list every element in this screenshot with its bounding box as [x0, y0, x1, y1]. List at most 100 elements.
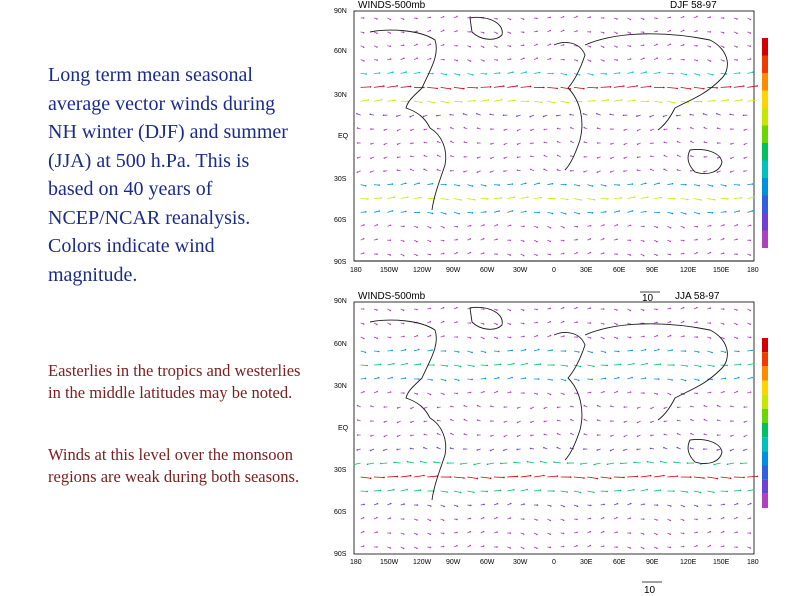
wind-vector-head: [370, 405, 372, 407]
wind-vector-head: [643, 503, 645, 505]
wind-vector-head: [591, 379, 593, 381]
wind-vector-head: [449, 114, 451, 116]
wind-vector-head: [712, 212, 714, 214]
wind-vector-head: [443, 307, 445, 309]
wind-vector: [387, 476, 397, 477]
wind-vector-head: [750, 517, 752, 519]
wind-vector-head: [713, 365, 715, 367]
wind-vector-head: [365, 211, 367, 213]
wind-vector-head: [710, 225, 712, 227]
wind-vector-head: [744, 129, 746, 131]
wind-vector-head: [690, 127, 692, 129]
lat-labels: 90N 60N 30N EQ 30S 60S 90S: [334, 298, 349, 558]
wind-vector-head: [366, 365, 368, 367]
wind-vector-head: [363, 531, 365, 533]
wind-vector-head: [634, 100, 636, 102]
colorbar-swatch: [762, 423, 768, 437]
wind-vector-head: [594, 100, 596, 102]
wind-vector-head: [737, 503, 739, 505]
wind-vector-head: [530, 143, 532, 145]
wind-vector-head: [570, 170, 572, 172]
wind-vector-head: [365, 73, 367, 75]
wind-vector-head: [583, 448, 585, 450]
wind-vector-head: [712, 185, 714, 187]
wind-vector-head: [443, 44, 445, 46]
map-svg-jja: WINDS-500mb 10 JJA 58-97 90N 60N 30N EQ …: [330, 288, 770, 573]
wind-vector-head: [633, 489, 635, 491]
wind-vector-head: [650, 475, 652, 477]
wind-vector-head: [723, 338, 725, 340]
wind-vector-head: [550, 505, 552, 507]
wind-vector-head: [690, 141, 692, 143]
wind-vector-head: [616, 238, 618, 240]
wind-vector-head: [514, 196, 516, 198]
wind-vector-head: [376, 337, 378, 339]
wind-vector-head: [563, 321, 565, 323]
wind-vector-head: [496, 224, 498, 226]
wind-vector-head: [416, 534, 418, 536]
wind-vector-head: [536, 18, 538, 20]
wind-vector-head: [710, 518, 712, 520]
wind-vector-head: [610, 143, 612, 145]
wind-vector-head: [486, 491, 488, 493]
lon-label: 90E: [646, 559, 659, 566]
wind-vector-head: [690, 433, 692, 435]
wind-vector-head: [460, 366, 462, 368]
wind-vector-head: [710, 392, 712, 394]
wind-vector-head: [700, 366, 702, 368]
wind-vector-head: [496, 59, 498, 61]
wind-vector-head: [605, 378, 607, 380]
wind-vector-head: [583, 88, 585, 90]
wind-vector-head: [503, 170, 505, 172]
wind-vector-head: [472, 74, 474, 76]
colorbar-swatch: [762, 91, 768, 109]
wind-vector-head: [698, 213, 700, 215]
wind-vector-head: [683, 519, 685, 521]
bottom-reference-vector: 10: [636, 576, 676, 596]
wind-vector-head: [378, 184, 380, 186]
colorbar-swatch: [762, 231, 768, 249]
wind-vector-head: [551, 379, 553, 381]
wind-vector-head: [416, 393, 418, 395]
wind-vector-head: [538, 349, 540, 351]
wind-vector-head: [633, 462, 635, 464]
wind-vector-head: [486, 365, 488, 367]
wind-vector-head: [443, 227, 445, 229]
wind-vector-head: [645, 71, 647, 73]
season-label: JJA 58-97: [675, 291, 720, 302]
wind-vector-head: [696, 60, 698, 62]
wind-vector-head: [390, 503, 392, 505]
wind-vector-head: [594, 199, 596, 201]
wind-vector-head: [450, 141, 452, 143]
wind-vector-head: [730, 86, 732, 88]
wind-vector-head: [623, 85, 625, 87]
wind-vector-head: [376, 324, 378, 326]
wind-vector-head: [590, 225, 592, 227]
wind-vector-head: [536, 44, 538, 46]
wind-vector-head: [677, 407, 679, 409]
wind-vector-head: [619, 72, 621, 74]
wind-vector-head: [376, 253, 378, 255]
wind-vector-head: [471, 352, 473, 354]
wind-vector-head: [525, 349, 527, 351]
wind-vector-head: [630, 239, 632, 241]
wind-vector-head: [710, 531, 712, 533]
wind-vector-head: [543, 447, 545, 449]
colorbar: 33.630.82825.222.419.616.81411.28.45.62.…: [762, 37, 770, 248]
wind-vector-head: [483, 46, 485, 48]
lon-label: 0: [552, 559, 556, 566]
wind-vector-head: [431, 379, 433, 381]
wind-vector-head: [517, 143, 519, 145]
wind-vector-head: [504, 406, 506, 408]
lon-label: 60W: [480, 267, 495, 274]
wind-vector-head: [517, 130, 519, 132]
wind-vector-head: [683, 30, 685, 32]
wind-vector-head: [437, 155, 439, 157]
wind-vector-head: [403, 548, 405, 550]
wind-vector-head: [729, 113, 731, 115]
wind-vector-head: [672, 183, 674, 185]
wind-vector-head: [499, 72, 501, 74]
wind-vector-head: [450, 406, 452, 408]
wind-vector-head: [570, 155, 572, 157]
colorbar-swatch: [762, 213, 768, 231]
